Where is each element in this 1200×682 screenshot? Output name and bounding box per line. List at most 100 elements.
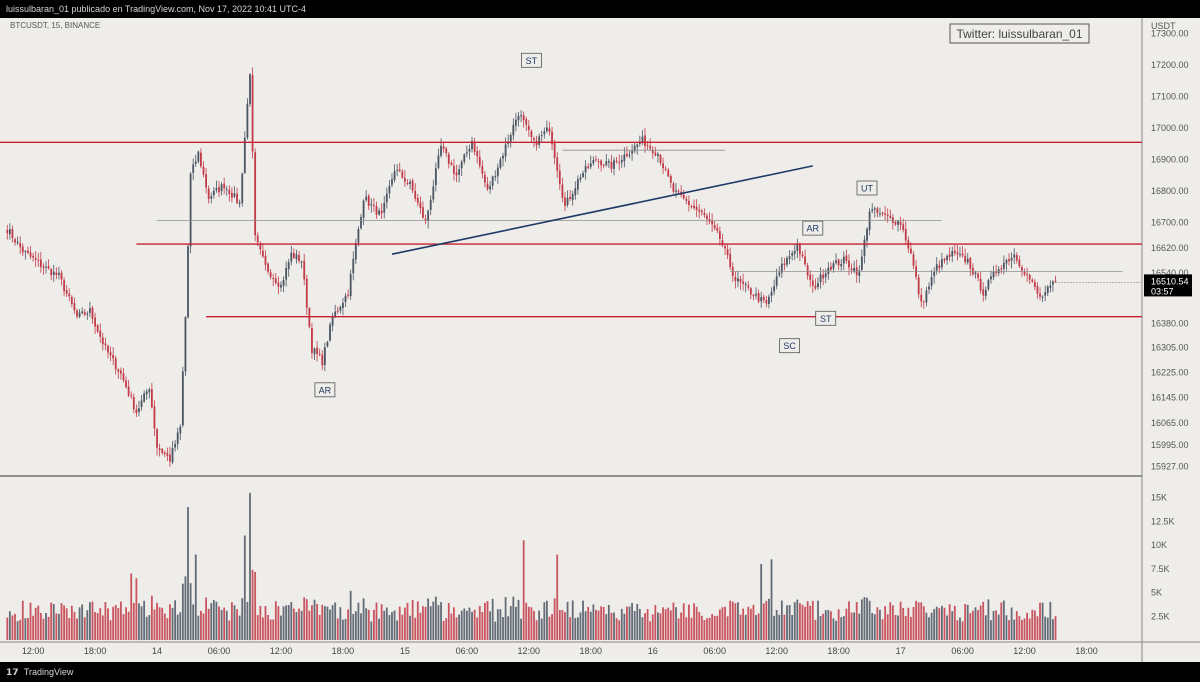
volume-bar [65, 608, 68, 640]
volume-bar [726, 616, 729, 640]
candle-body [551, 131, 553, 145]
volume-bar [553, 598, 556, 640]
volume-bar [83, 617, 86, 640]
candle-body [734, 277, 737, 281]
candle-body [827, 267, 830, 275]
candle-body [548, 128, 551, 132]
volume-bar [971, 610, 974, 640]
candle-body [899, 222, 902, 225]
volume-tick-label: 7.5K [1151, 564, 1170, 574]
volume-bar [484, 602, 486, 640]
volume-bar [132, 603, 135, 640]
volume-bar [8, 611, 11, 640]
candle-body [269, 272, 272, 278]
candle-body [677, 191, 680, 193]
candle-body [316, 347, 319, 354]
candle-body [455, 172, 458, 176]
candle-body [819, 274, 822, 283]
volume-bar [287, 605, 290, 640]
candle-body [73, 303, 76, 311]
candle-body [912, 254, 915, 266]
volume-bar [455, 617, 458, 640]
candle-body [89, 308, 91, 313]
volume-bar [827, 610, 830, 640]
candle-body [187, 246, 189, 318]
volume-bar [383, 610, 386, 640]
candle-body [27, 250, 29, 253]
volume-bar [530, 607, 533, 640]
volume-bar [620, 608, 623, 640]
candle-body [125, 380, 127, 388]
wyckoff-label-ar: AR [807, 224, 820, 234]
volume-bar [845, 608, 848, 640]
volume-bar [522, 540, 525, 641]
candle-body [393, 171, 396, 181]
candle-body [582, 173, 584, 177]
candle-body [478, 156, 481, 166]
volume-bar [540, 618, 543, 640]
candle-body [60, 272, 63, 280]
volume-bar [1054, 616, 1057, 640]
volume-bar [829, 611, 832, 640]
candle-body [509, 135, 512, 142]
volume-bar [329, 609, 331, 640]
candle-body [313, 348, 316, 355]
candle-body [344, 295, 347, 302]
volume-bar [334, 602, 337, 640]
candle-body [522, 115, 525, 121]
candle-body [848, 260, 850, 268]
candle-body [806, 265, 809, 276]
candle-body [285, 268, 288, 280]
candle-body [695, 206, 698, 211]
candle-body [592, 160, 595, 164]
candle-body [953, 250, 956, 253]
candle-body [638, 143, 641, 144]
volume-bar [809, 605, 812, 640]
candle-body [829, 266, 832, 270]
candle-body [192, 164, 195, 173]
candle-body [574, 188, 577, 196]
volume-bar [143, 600, 146, 640]
candle-body [904, 229, 907, 241]
candle-body [243, 137, 246, 173]
candle-body [700, 210, 703, 213]
candle-body [938, 265, 941, 268]
volume-bar [744, 614, 747, 640]
candle-body [50, 269, 53, 276]
watermark-frame [949, 23, 1090, 44]
candle-body [569, 196, 572, 199]
candle-body [1026, 274, 1029, 276]
candle-body [223, 183, 226, 189]
volume-bar [184, 576, 187, 640]
volume-bar [995, 610, 998, 640]
candle-body [948, 254, 951, 257]
volume-bar [853, 612, 856, 640]
volume-bar [370, 621, 373, 640]
volume-bar [63, 605, 65, 640]
candle-body [484, 174, 486, 183]
candle-body [109, 352, 112, 356]
candle-body [259, 243, 262, 250]
volume-bar [313, 599, 316, 640]
candle-body [525, 119, 528, 125]
volume-bar [618, 620, 621, 640]
candle-body [42, 266, 45, 268]
time-tick-label: 12:00 [765, 646, 788, 656]
candle-body [651, 149, 654, 154]
candle-body [403, 177, 406, 182]
volume-bar [597, 610, 600, 640]
candle-body [81, 311, 84, 313]
volume-bar [489, 611, 491, 640]
candle-body [922, 301, 925, 303]
volume-bar [879, 609, 881, 640]
volume-bar [424, 606, 427, 640]
candle-body [659, 154, 662, 163]
volume-bar [254, 572, 257, 640]
volume-bar [107, 608, 109, 640]
candle-body [765, 299, 768, 304]
candle-body [329, 324, 331, 341]
volume-bar [881, 619, 884, 640]
volume-bar [205, 597, 207, 640]
time-tick-label: 17 [896, 646, 906, 656]
